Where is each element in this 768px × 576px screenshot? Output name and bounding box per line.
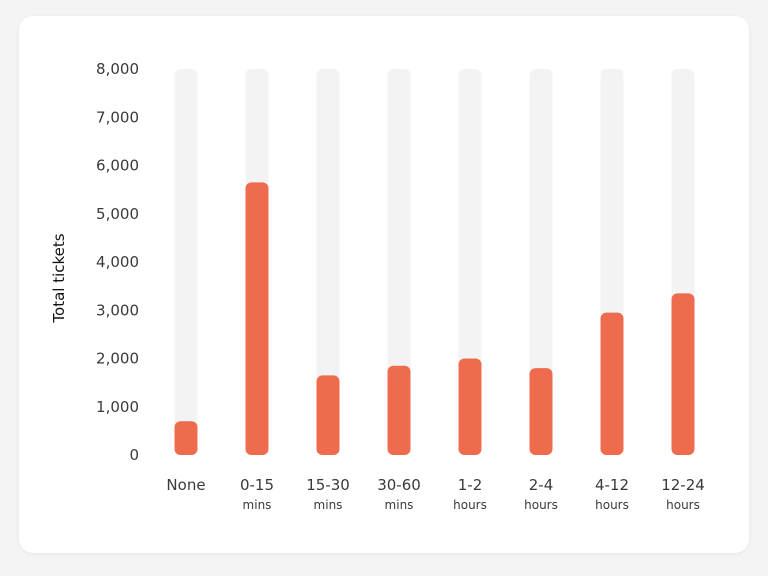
bar [245,182,269,455]
x-tick-sublabel: hours [453,498,487,512]
x-tick-label: 30-60 [377,476,421,494]
bar [600,312,624,455]
y-tick-label: 0 [129,446,139,464]
x-tick-sublabel: hours [524,498,558,512]
y-tick-label: 5,000 [96,205,139,223]
bar-track [387,69,411,455]
y-tick-label: 7,000 [96,108,139,126]
bar-track [174,69,198,455]
x-tick-sublabel: mins [385,498,414,512]
x-tick-label: 2-4 [529,476,554,494]
y-tick-label: 2,000 [96,350,139,368]
x-tick-sublabel: hours [595,498,629,512]
y-axis: 0 1,000 2,000 3,000 4,000 5,000 6,000 7,000 8,00… [96,60,139,464]
y-tick-label: 8,000 [96,60,139,78]
bar [529,368,553,455]
bar [316,375,340,455]
bar-tracks [174,69,695,455]
bar [387,365,411,455]
y-tick-label: 6,000 [96,157,139,175]
bar-track [316,69,340,455]
bars [174,182,695,455]
bar [458,358,482,455]
x-tick-sublabel: mins [314,498,343,512]
y-tick-label: 3,000 [96,301,139,319]
x-tick-label: 12-24 [661,476,705,494]
bar [174,421,198,455]
y-axis-label: Total tickets [50,233,68,323]
x-tick-label: 4-12 [595,476,629,494]
y-tick-label: 4,000 [96,253,139,271]
bar [671,293,695,455]
x-tick-label: 15-30 [306,476,350,494]
x-tick-sublabel: hours [666,498,700,512]
x-tick-label: 0-15 [240,476,274,494]
x-axis: None 0-15 mins 15-30 mins 30-60 mins 1-2 hours 2-… [166,476,704,512]
y-tick-label: 1,000 [96,398,139,416]
bar-track [458,69,482,455]
bar-track [529,69,553,455]
x-tick-label: None [166,476,205,494]
chart-card [19,16,749,553]
x-tick-label: 1-2 [458,476,483,494]
x-tick-sublabel: mins [243,498,272,512]
